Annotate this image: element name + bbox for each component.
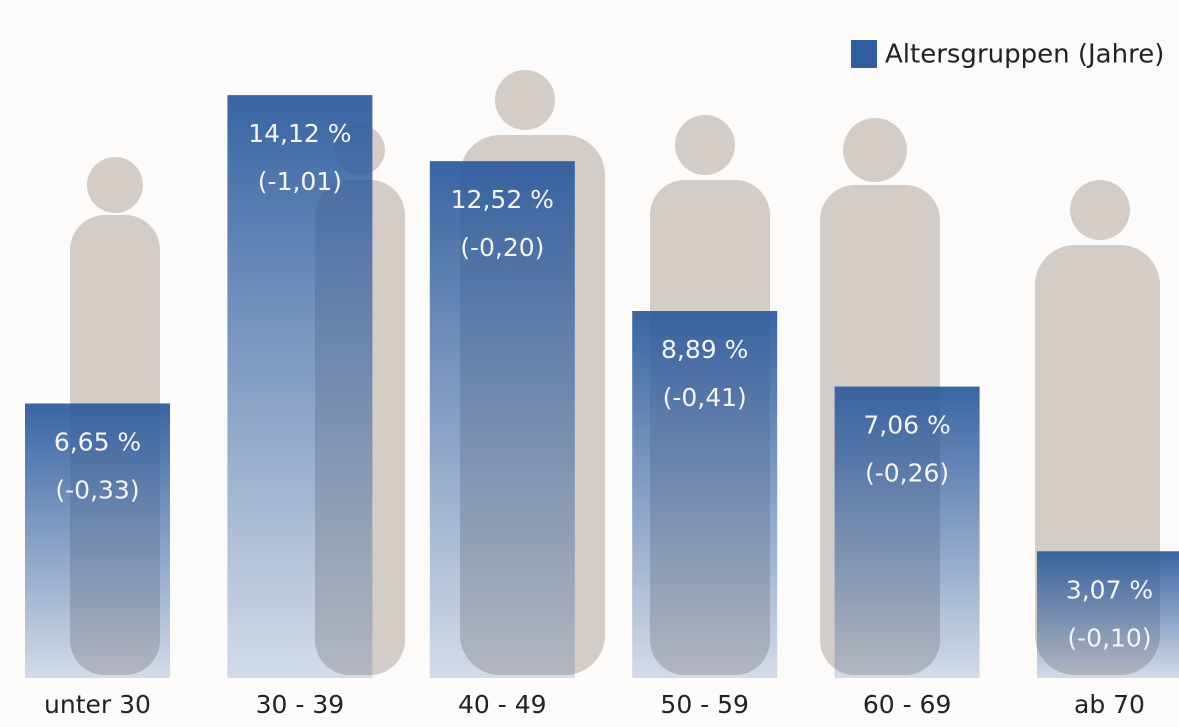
- x-tick-label: unter 30: [44, 690, 151, 719]
- bar: [632, 311, 778, 678]
- value-label: 7,06 %: [863, 411, 950, 440]
- change-label: (-0,26): [865, 459, 949, 488]
- legend-swatch: [851, 40, 877, 68]
- value-label: 8,89 %: [661, 335, 748, 364]
- change-label: (-0,41): [663, 383, 747, 412]
- change-label: (-0,20): [460, 233, 544, 262]
- value-label: 12,52 %: [451, 185, 554, 214]
- x-tick-label: 30 - 39: [256, 690, 345, 719]
- change-label: (-0,33): [55, 475, 139, 504]
- x-tick-label: 60 - 69: [863, 690, 952, 719]
- x-tick-label: ab 70: [1074, 690, 1145, 719]
- bar: [227, 95, 373, 679]
- x-tick-label: 40 - 49: [458, 690, 547, 719]
- change-label: (-0,10): [1067, 623, 1151, 652]
- value-label: 3,07 %: [1066, 575, 1153, 604]
- value-label: 6,65 %: [54, 427, 141, 456]
- legend-label: Altersgruppen (Jahre): [885, 40, 1164, 70]
- change-label: (-1,01): [258, 167, 342, 196]
- bar: [1037, 551, 1179, 678]
- value-label: 14,12 %: [248, 119, 351, 148]
- bar: [429, 161, 575, 679]
- bar: [25, 403, 170, 678]
- x-tick-label: 50 - 59: [660, 690, 749, 719]
- bar: [834, 386, 980, 678]
